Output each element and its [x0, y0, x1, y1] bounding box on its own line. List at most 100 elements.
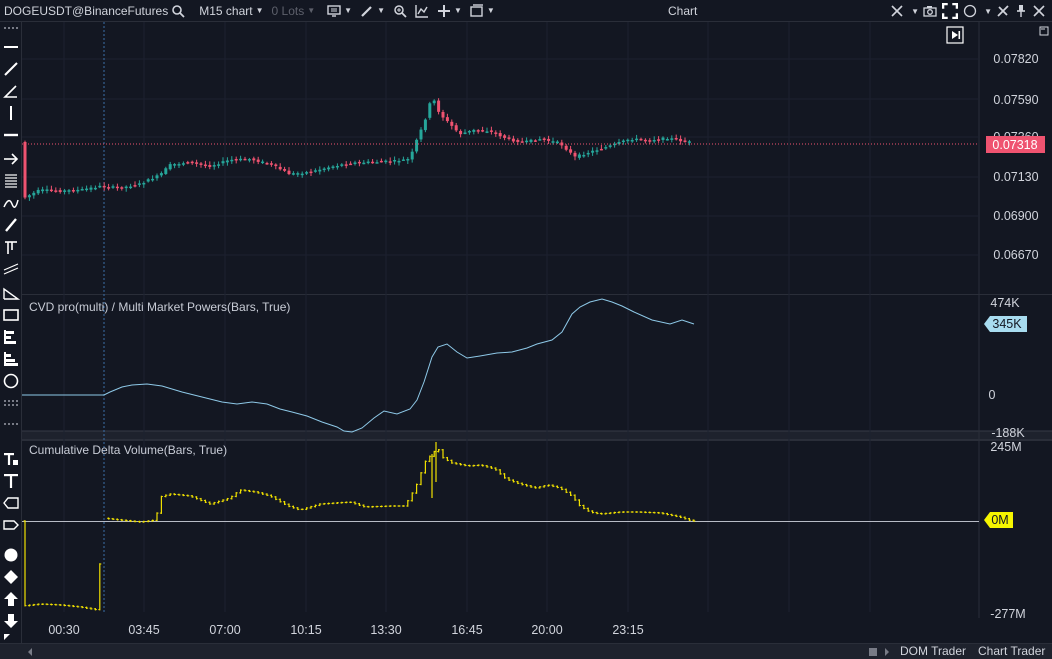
candle-body [155, 175, 159, 179]
diamond-marker-icon[interactable] [2, 568, 20, 586]
cdv-tick-label: 245M [990, 440, 1021, 454]
play-icon [952, 31, 958, 39]
draw-tool-button[interactable]: ▼ [356, 0, 389, 22]
price-axis[interactable]: 0.07820 0.07590 0.07360 0.07130 0.06900 … [986, 52, 1045, 262]
candle-body [146, 179, 150, 182]
candle-body [291, 173, 295, 175]
indicator-chart-icon [415, 4, 428, 18]
candle-body [406, 159, 410, 161]
fib-levels-tool-icon[interactable] [2, 172, 20, 190]
candle-body [410, 151, 414, 160]
chevron-down-icon[interactable]: ▼ [984, 6, 992, 16]
vertical-line-tool-icon[interactable] [2, 104, 20, 122]
close-icon[interactable] [1032, 4, 1046, 18]
candle-body [419, 129, 423, 140]
zoom-icon [394, 4, 407, 18]
candle-body [327, 167, 331, 170]
ray-tool-icon[interactable] [2, 126, 20, 144]
horizontal-line-tool-icon[interactable] [2, 38, 20, 56]
channel-tool-icon[interactable] [2, 260, 20, 278]
candle-body [27, 195, 31, 198]
chevron-down-icon: ▼ [453, 6, 462, 15]
candle-body [450, 121, 454, 126]
layout-button[interactable]: ▼ [466, 0, 499, 22]
candle-body [93, 187, 97, 190]
indicators-button[interactable] [411, 0, 433, 22]
pane-separator[interactable] [22, 294, 1052, 295]
theme-circle-icon[interactable] [963, 4, 977, 18]
lots-selector[interactable]: 0 Lots ▼ [268, 0, 320, 22]
text-tool-icon[interactable] [2, 472, 20, 490]
candle-body [256, 159, 260, 162]
volume-profile-tool-icon[interactable] [2, 328, 20, 346]
crosshair-button[interactable]: ▼ [433, 0, 466, 22]
camera-icon[interactable] [923, 4, 937, 18]
scroll-right-icon[interactable] [883, 647, 891, 657]
timeframe-selector[interactable]: M15 chart ▼ [195, 0, 267, 22]
histogram-tool-icon[interactable] [2, 350, 20, 368]
chevron-down-icon[interactable]: ▼ [911, 6, 920, 16]
scroll-left-icon[interactable] [26, 647, 34, 657]
candle-body [569, 149, 573, 153]
time-tick-label: 13:30 [370, 623, 401, 637]
pane-collapse-icon[interactable] [1039, 26, 1049, 36]
text-box-tool-icon[interactable] [2, 450, 20, 468]
corner-marker-icon[interactable] [2, 632, 20, 642]
callout-tool-icon[interactable] [2, 516, 20, 534]
rectangle-tool-icon[interactable] [2, 306, 20, 324]
ellipse-tool-icon[interactable] [2, 372, 20, 390]
candle-body [181, 163, 185, 165]
candle-body [32, 192, 36, 196]
chart-area[interactable]: 0.07820 0.07590 0.07360 0.07130 0.06900 … [22, 22, 1052, 643]
candle-body [230, 159, 234, 162]
candle-body [538, 139, 542, 141]
triangle-tool-icon[interactable] [2, 284, 20, 302]
curve-tool-icon[interactable] [2, 194, 20, 212]
cvd-current-badge [984, 316, 1027, 332]
trend-line-tool-icon[interactable] [2, 60, 20, 78]
candle-body [467, 131, 471, 133]
time-axis[interactable]: 00:30 03:45 07:00 10:15 13:30 16:45 20:0… [48, 623, 643, 637]
link-icon[interactable] [890, 4, 904, 18]
fullscreen-icon[interactable] [941, 3, 959, 19]
candle-body [599, 148, 603, 151]
candle-body [63, 190, 67, 192]
pitchfork-tool-icon[interactable] [2, 238, 20, 256]
arrow-down-marker-icon[interactable] [2, 612, 20, 630]
candle-body [384, 160, 388, 163]
pane-separator[interactable] [22, 431, 1052, 441]
chart-canvas[interactable]: 0.07820 0.07590 0.07360 0.07130 0.06900 … [22, 22, 1052, 643]
candle-body [617, 141, 621, 144]
candle-body [98, 185, 102, 188]
pane-maximize-button[interactable] [946, 26, 964, 44]
candle-body [586, 152, 590, 155]
time-tick-label: 07:00 [209, 623, 240, 637]
pin-icon[interactable] [1014, 4, 1028, 18]
candle-body [115, 186, 119, 189]
candle-body [353, 162, 357, 164]
angle-tool-icon[interactable] [2, 82, 20, 100]
brush-tool-icon[interactable] [2, 216, 20, 234]
price-label-tool-icon[interactable] [2, 494, 20, 512]
candle-body [630, 140, 634, 142]
candle-body [423, 119, 427, 131]
zoom-button[interactable] [389, 0, 411, 22]
symbol-selector[interactable]: DOGEUSDT@BinanceFutures [0, 0, 189, 22]
chart-type-button[interactable]: ▼ [323, 0, 356, 22]
separator-dots-icon [4, 423, 18, 425]
dot-marker-icon[interactable] [2, 546, 20, 564]
arrow-up-marker-icon[interactable] [2, 590, 20, 608]
candle-body [234, 159, 238, 161]
candle-body [168, 164, 172, 170]
bottom-bar: DOM Trader Chart Trader [0, 643, 1052, 659]
chevron-down-icon: ▼ [307, 6, 316, 15]
candle-body [36, 189, 40, 194]
cvd-current-label: 345K [992, 317, 1022, 331]
arrow-tool-icon[interactable] [2, 150, 20, 168]
stop-icon[interactable] [868, 647, 878, 657]
candle-body [129, 186, 133, 189]
dom-trader-button[interactable]: DOM Trader [900, 644, 967, 658]
chart-trader-button[interactable]: Chart Trader [978, 644, 1046, 658]
settings-tools-icon[interactable] [996, 4, 1010, 18]
candle-body [591, 150, 595, 153]
